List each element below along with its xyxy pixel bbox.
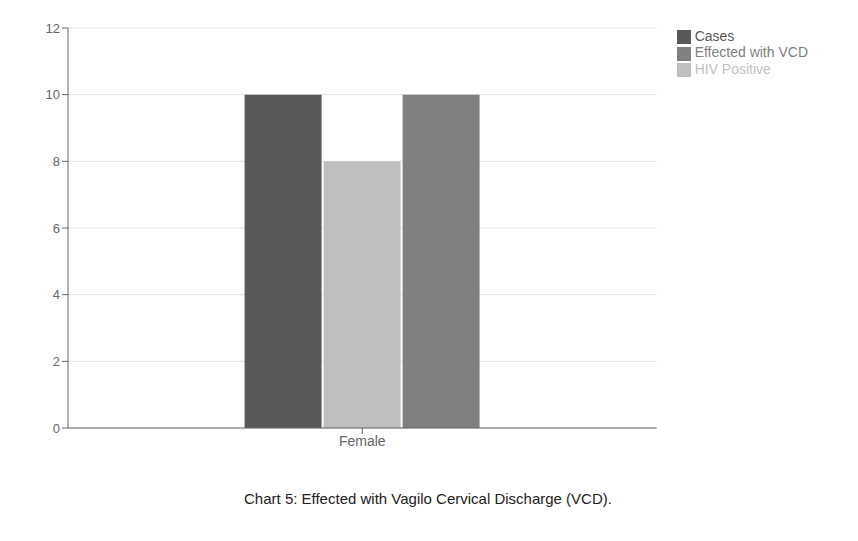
- svg-text:10: 10: [46, 87, 60, 102]
- svg-text:4: 4: [53, 287, 60, 302]
- html-text:HIV Positive: HIV Positive: [694, 60, 771, 77]
- svg-text:8: 8: [53, 154, 60, 169]
- html-text:Cases: Cases: [694, 28, 735, 44]
- svg-text:6: 6: [53, 221, 60, 236]
- svg-text:0: 0: [53, 421, 60, 436]
- html-text:Effected with VCD: Effected with VCD: [694, 44, 808, 61]
- svg-text:2: 2: [53, 354, 60, 369]
- html-text:Chart 5: Effected with Vagilo: Chart 5: Effected with Vagilo Cervical D…: [244, 490, 612, 507]
- svg-text:12: 12: [46, 21, 60, 36]
- svg-text:Female: Female: [339, 433, 386, 449]
